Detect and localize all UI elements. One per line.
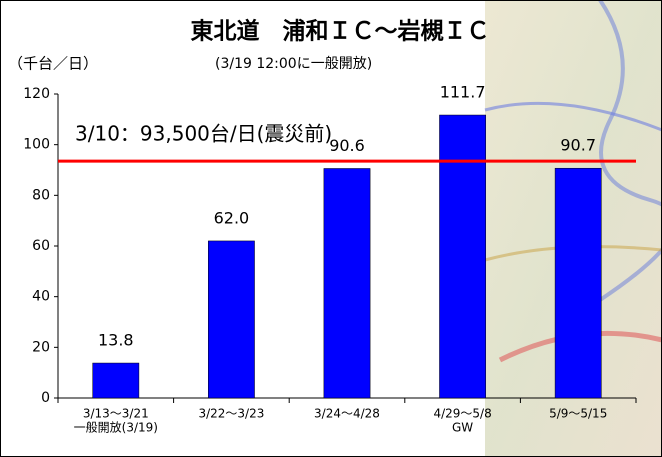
x-tick-label: 3/24～4/28 [314, 407, 380, 421]
y-tick-label: 60 [32, 238, 50, 254]
x-tick-label: 3/13～3/21 [83, 407, 149, 421]
value-label: 90.7 [560, 136, 596, 155]
x-tick-label: 一般開放(3/19) [74, 420, 158, 435]
x-tick-label: 4/29～5/8 [433, 407, 491, 421]
y-axis-label: （千台／日） [8, 55, 98, 73]
bar [555, 168, 601, 398]
value-label: 62.0 [214, 208, 250, 227]
y-tick-label: 80 [32, 187, 50, 203]
y-tick-label: 0 [41, 390, 50, 406]
x-tick-label: 3/22～3/23 [198, 407, 264, 421]
reference-label: 3/10：93,500台/日(震災前) [75, 122, 332, 146]
x-tick-label: 5/9～5/15 [549, 407, 607, 421]
bar [439, 115, 485, 398]
bar [93, 363, 139, 398]
bar [324, 168, 370, 398]
chart-title: 東北道 浦和ＩＣ～岩槻ＩＣ [191, 18, 490, 45]
chart: 東北道 浦和ＩＣ～岩槻ＩＣ （千台／日） (3/19 12:00に一般開放) 0… [0, 0, 662, 457]
y-tick-label: 20 [32, 339, 50, 355]
x-tick-label: GW [452, 421, 473, 435]
y-tick-label: 40 [32, 289, 50, 305]
value-label: 13.8 [98, 331, 134, 350]
value-label: 90.6 [329, 136, 365, 155]
page: 東北道 浦和ＩＣ～岩槻ＩＣ （千台／日） (3/19 12:00に一般開放) 0… [0, 0, 662, 457]
bar [208, 241, 254, 398]
y-tick-label: 120 [23, 86, 50, 102]
chart-subtitle: (3/19 12:00に一般開放) [215, 56, 372, 72]
y-tick-label: 100 [23, 137, 50, 153]
value-label: 111.7 [440, 83, 486, 102]
